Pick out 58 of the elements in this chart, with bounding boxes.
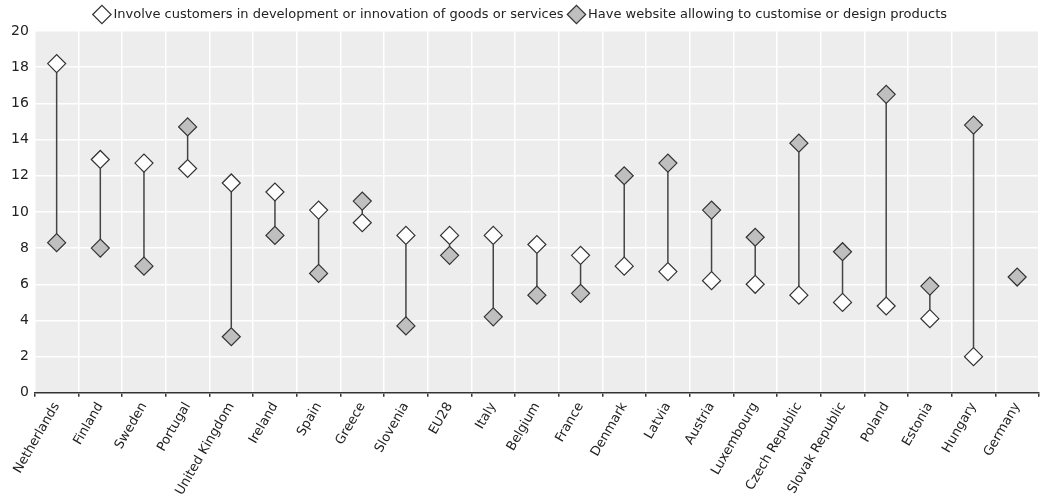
point <box>309 200 329 220</box>
y-tick-label: 20 <box>10 21 29 38</box>
point <box>789 285 809 305</box>
point <box>701 200 722 220</box>
point <box>483 225 503 246</box>
legend-label: Have website allowing to customise or design products <box>587 5 948 21</box>
point <box>701 271 722 291</box>
point <box>789 133 809 153</box>
y-tick-label: 8 <box>19 238 29 255</box>
point <box>134 153 154 173</box>
point <box>876 296 896 316</box>
point <box>658 262 678 282</box>
point <box>832 242 853 262</box>
point <box>876 84 896 104</box>
point <box>90 149 110 170</box>
point <box>221 327 241 347</box>
point <box>1007 267 1027 287</box>
point <box>832 292 853 312</box>
y-tick-label: 18 <box>10 57 29 74</box>
point <box>47 233 67 253</box>
point <box>439 225 460 246</box>
y-tick-label: 6 <box>19 274 29 291</box>
y-tick-label: 12 <box>10 166 29 183</box>
point <box>527 234 547 255</box>
y-tick-label: 2 <box>19 347 29 364</box>
legend-label: Involve customers in development or innovation of goods or services <box>113 5 564 21</box>
point <box>47 53 67 74</box>
y-tick-label: 4 <box>19 311 29 328</box>
point <box>178 117 198 137</box>
point <box>90 238 110 258</box>
y-tick-label: 16 <box>10 94 29 111</box>
point <box>920 309 940 329</box>
point <box>265 225 285 246</box>
point <box>352 213 372 233</box>
point <box>483 307 503 327</box>
point <box>396 316 416 336</box>
point <box>614 166 634 186</box>
point <box>745 274 765 294</box>
point <box>745 227 765 247</box>
point <box>265 182 285 202</box>
point <box>527 285 547 305</box>
point <box>439 245 460 265</box>
point <box>614 256 634 276</box>
y-tick-label: 10 <box>10 202 29 219</box>
point <box>178 158 198 179</box>
point <box>963 347 984 367</box>
point <box>658 153 678 173</box>
y-tick-label: 0 <box>19 383 29 400</box>
point <box>352 191 372 211</box>
point <box>570 283 591 303</box>
point <box>570 245 591 265</box>
point <box>309 263 329 284</box>
point <box>396 225 416 246</box>
point <box>963 115 984 135</box>
point <box>134 256 154 276</box>
point <box>221 173 241 193</box>
y-tick-label: 14 <box>10 130 29 147</box>
point <box>920 276 940 296</box>
